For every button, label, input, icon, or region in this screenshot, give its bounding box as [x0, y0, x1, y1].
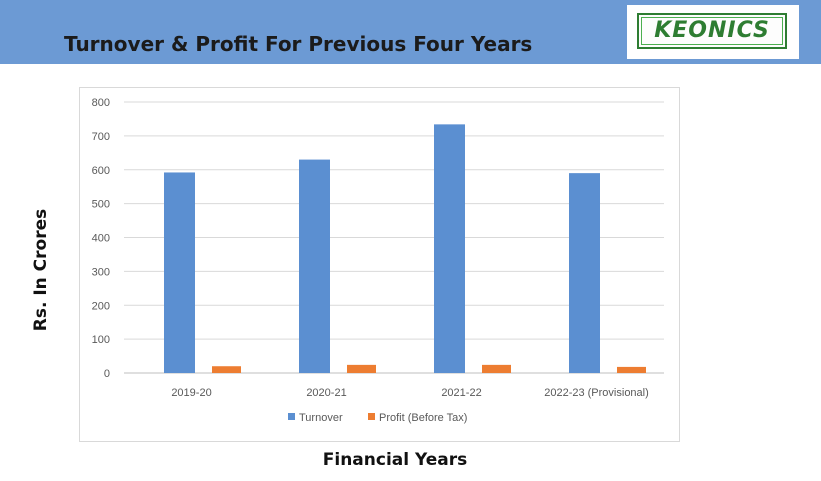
legend-swatch	[288, 413, 295, 420]
y-tick-label: 100	[92, 334, 110, 346]
y-tick-label: 700	[92, 131, 110, 143]
x-tick-label: 2019-20	[171, 387, 211, 399]
y-tick-label: 400	[92, 233, 110, 245]
bar-chart: 0 100 200 300 400 500 600 700 800 2019-20 2020-21 2…	[92, 97, 664, 424]
y-axis-label-wrap: Rs. In Crores	[16, 170, 66, 370]
legend-swatch	[368, 413, 375, 420]
profit-bar	[212, 366, 241, 373]
turnover-bar	[569, 173, 600, 373]
profit-bar	[347, 364, 376, 373]
legend-entry: Turnover	[299, 412, 343, 424]
x-tick-label: 2020-21	[306, 387, 346, 399]
y-tick-label: 300	[92, 266, 110, 278]
x-tick-label: 2022-23 (Provisional)	[544, 387, 649, 399]
turnover-bar	[299, 159, 330, 373]
profit-bar	[482, 364, 511, 373]
profit-bar	[617, 366, 646, 373]
y-tick-label: 800	[92, 97, 110, 109]
logo-frame: KEONICS	[637, 13, 787, 49]
y-tick-label: 500	[92, 199, 110, 211]
y-axis-label: Rs. In Crores	[31, 208, 51, 332]
y-tick-label: 200	[92, 300, 110, 312]
logo: KEONICS	[627, 5, 799, 59]
legend-entry: Profit (Before Tax)	[379, 412, 467, 424]
x-axis-label: Financial Years	[322, 450, 468, 470]
y-tick-label: 600	[92, 165, 110, 177]
page-title: Turnover & Profit For Previous Four Year…	[64, 32, 533, 56]
y-tick-label: 0	[104, 368, 110, 380]
turnover-bar	[434, 124, 465, 373]
turnover-bar	[164, 172, 195, 373]
x-tick-label: 2021-22	[441, 387, 481, 399]
logo-text: KEONICS	[654, 18, 770, 43]
